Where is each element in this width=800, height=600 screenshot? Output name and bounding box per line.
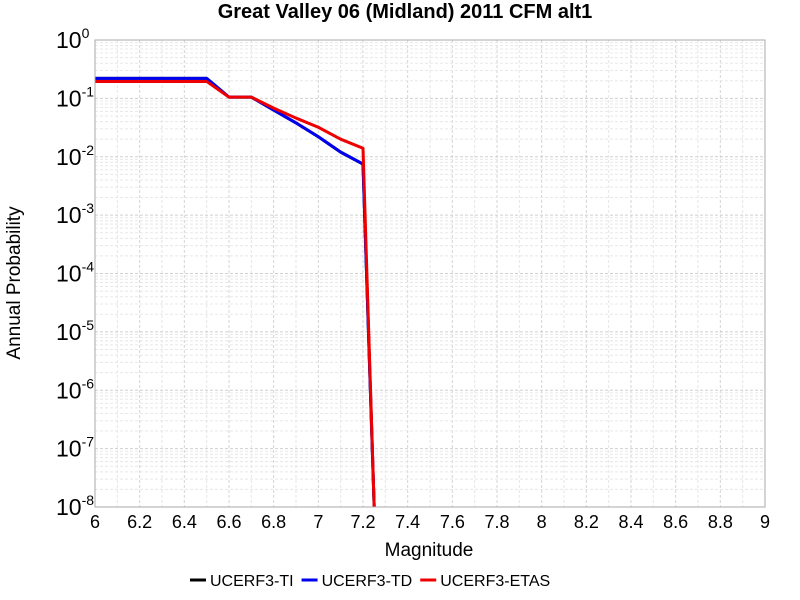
y-tick-exponent: -6 — [82, 375, 95, 391]
x-tick-label: 6.8 — [261, 512, 286, 532]
x-tick-label: 9 — [760, 512, 770, 532]
legend: UCERF3-TI UCERF3-TD UCERF3-ETAS — [190, 573, 550, 590]
legend-entry: UCERF3-ETAS — [440, 573, 550, 590]
x-tick-label: 8.6 — [663, 512, 688, 532]
plot-border — [94, 39, 766, 508]
y-tick-label: 10-4 — [56, 259, 94, 287]
x-tick-label: 8 — [537, 512, 547, 532]
x-tick-label: 6 — [90, 512, 100, 532]
y-tick-label: 10-1 — [56, 83, 94, 111]
x-tick-label: 7.6 — [440, 512, 465, 532]
y-tick-labels: 100 10-1 10-2 10-3 10-4 10-5 10-6 10-7 10-8 — [56, 25, 94, 520]
x-tick-label: 6.2 — [127, 512, 152, 532]
y-tick-exponent: 0 — [82, 25, 90, 41]
y-tick-label: 10-8 — [56, 492, 94, 520]
x-axis-label: Magnitude — [385, 540, 474, 561]
y-tick-exponent: -1 — [82, 83, 95, 99]
x-tick-labels: 6 6.2 6.4 6.6 6.8 7 7.2 7.4 7.6 7.8 8 8.2 8.4 8.6 8.8 9 — [90, 512, 770, 532]
y-tick-exponent: -7 — [82, 434, 95, 450]
y-tick-label: 10-3 — [56, 200, 94, 228]
x-tick-label: 6.6 — [216, 512, 241, 532]
y-tick-exponent: -3 — [82, 200, 95, 216]
x-tick-label: 8.8 — [708, 512, 733, 532]
x-tick-label: 8.2 — [574, 512, 599, 532]
x-tick-label: 7.4 — [395, 512, 420, 532]
grid — [94, 40, 766, 508]
x-tick-label: 8.4 — [618, 512, 643, 532]
legend-entry: UCERF3-TD — [322, 573, 413, 590]
y-tick-label: 10-2 — [56, 142, 94, 170]
y-tick-exponent: -5 — [82, 317, 95, 333]
y-tick-exponent: -8 — [82, 492, 95, 508]
legend-entry: UCERF3-TI — [210, 573, 294, 590]
x-tick-label: 7.8 — [484, 512, 509, 532]
y-tick-exponent: -4 — [82, 259, 95, 275]
y-tick-exponent: -2 — [82, 142, 95, 158]
x-tick-label: 6.4 — [172, 512, 197, 532]
series-line-ucerf3-etas — [95, 79, 376, 508]
chart-title: Great Valley 06 (Midland) 2011 CFM alt1 — [218, 1, 593, 23]
y-axis-label: Annual Probability — [4, 206, 25, 360]
series-layer — [95, 76, 376, 508]
y-tick-label: 100 — [56, 25, 90, 53]
x-tick-label: 7 — [313, 512, 323, 532]
y-tick-label: 10-6 — [56, 375, 94, 403]
y-tick-label: 10-5 — [56, 317, 94, 345]
y-tick-label: 10-7 — [56, 434, 94, 462]
x-tick-label: 7.2 — [350, 512, 375, 532]
